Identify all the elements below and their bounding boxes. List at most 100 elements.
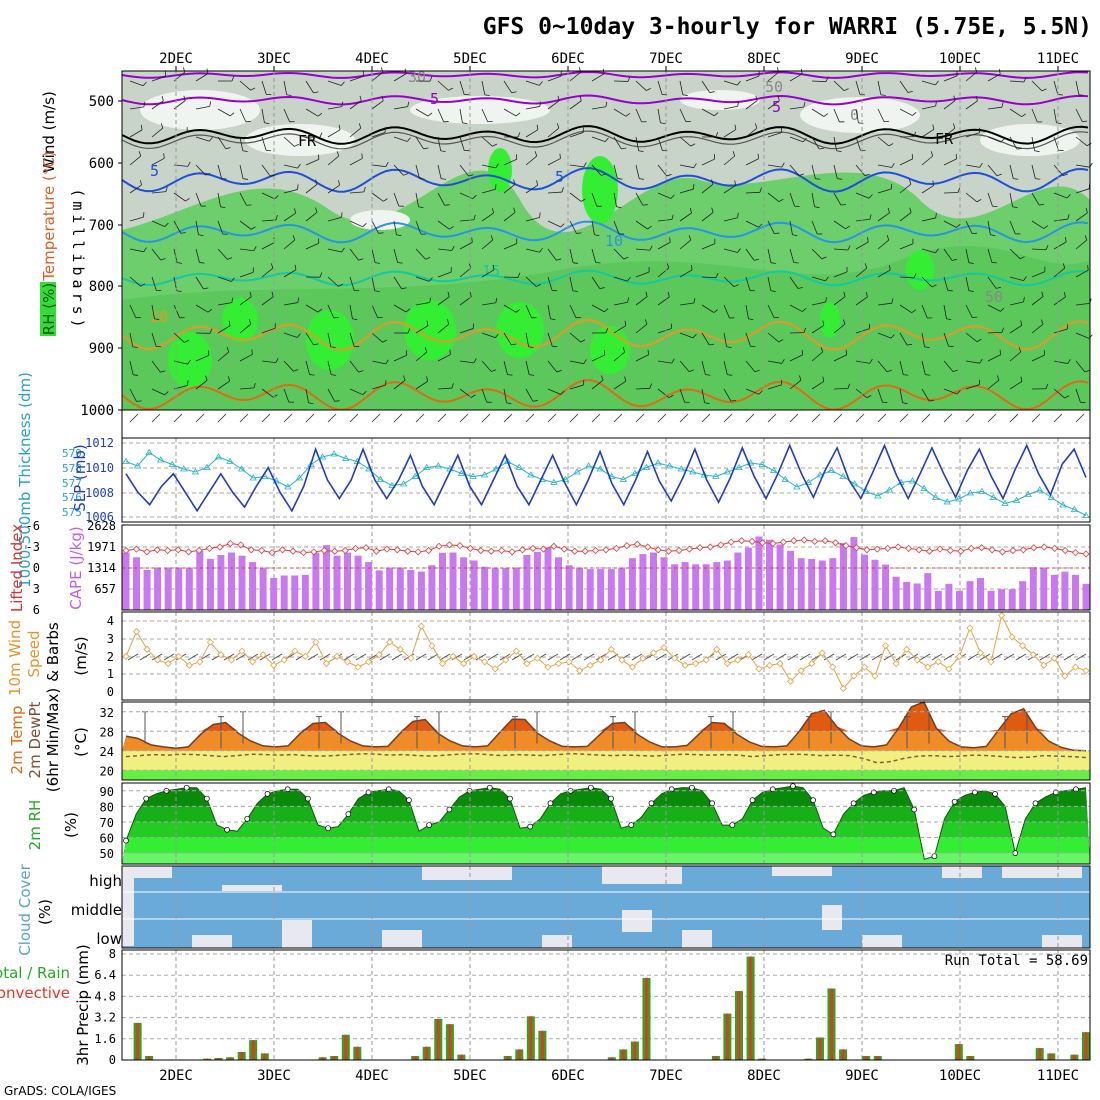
li-point bbox=[925, 547, 934, 555]
rh-point bbox=[224, 826, 230, 833]
wind10-point bbox=[681, 661, 689, 669]
thickness-point bbox=[203, 463, 211, 470]
li-point bbox=[790, 537, 798, 545]
li-point bbox=[758, 539, 767, 547]
li-point bbox=[362, 544, 370, 552]
cape-bar bbox=[839, 542, 847, 610]
wind10-barb bbox=[343, 653, 355, 661]
cape-bar bbox=[291, 575, 299, 610]
wind-barb bbox=[261, 360, 276, 364]
wind10-point bbox=[1008, 633, 1016, 641]
wind-barb-flag bbox=[932, 124, 935, 130]
wind-barb-flag bbox=[517, 272, 521, 278]
thickness-point bbox=[1070, 505, 1079, 512]
precip-convective-bar bbox=[841, 1049, 845, 1060]
cape-bar bbox=[143, 570, 151, 610]
wind-barb bbox=[899, 183, 912, 194]
wind10-point bbox=[365, 658, 373, 666]
rh-high-blob bbox=[820, 302, 840, 338]
wind-barb-flag bbox=[401, 287, 407, 290]
wind-barb bbox=[239, 192, 247, 206]
li-point bbox=[1009, 546, 1017, 555]
li-point bbox=[299, 549, 307, 557]
wind-barb bbox=[195, 164, 206, 176]
wind-barb-flag bbox=[161, 95, 164, 101]
wind-barb-flag bbox=[693, 298, 696, 304]
wind-barb-flag bbox=[797, 286, 803, 289]
li-point bbox=[539, 545, 547, 553]
surface-barb bbox=[657, 413, 667, 423]
rh-point bbox=[486, 784, 493, 791]
contour-10 bbox=[121, 220, 1089, 244]
rh-2m-labels: 2m RH (%) bbox=[26, 800, 80, 851]
wind-barb-flag bbox=[579, 95, 582, 101]
wind-barb bbox=[525, 80, 540, 86]
wind-barb-flag bbox=[956, 223, 961, 228]
wind-barb-flag bbox=[1000, 307, 1005, 312]
rh-point bbox=[143, 795, 150, 802]
wind-barb-flag bbox=[887, 207, 890, 214]
wind-barb bbox=[657, 241, 671, 250]
wind-barb bbox=[349, 276, 355, 291]
slp-frame bbox=[121, 437, 1091, 523]
wind10-point bbox=[375, 651, 383, 659]
rh-point bbox=[931, 853, 938, 860]
wind-barb bbox=[327, 216, 342, 222]
li-point bbox=[372, 547, 381, 555]
wind10-point bbox=[607, 645, 615, 653]
wind-barb-flag bbox=[847, 383, 851, 389]
cape-bar bbox=[628, 558, 636, 610]
date-label-top: 2DEC bbox=[159, 51, 193, 67]
wind-barb bbox=[151, 248, 161, 261]
rh-point bbox=[587, 784, 594, 791]
wind-barb bbox=[899, 332, 908, 346]
wind-barb bbox=[151, 76, 166, 82]
wind-barb-flag bbox=[660, 122, 666, 125]
wind-barb bbox=[723, 129, 737, 138]
wind-barb-flag bbox=[968, 290, 974, 292]
wind-barb-flag bbox=[550, 318, 556, 321]
wind-barb bbox=[591, 220, 595, 235]
thickness-point bbox=[839, 472, 847, 479]
wind-barb bbox=[327, 388, 336, 402]
wind-barb bbox=[305, 332, 314, 346]
wind-barb bbox=[723, 155, 735, 166]
wind-barb bbox=[415, 276, 430, 282]
li-point bbox=[957, 547, 965, 555]
wind-barb-flag bbox=[271, 291, 274, 297]
wind-barb-flag bbox=[925, 374, 931, 376]
wind-barb-flag bbox=[403, 375, 406, 381]
wind-barb bbox=[701, 243, 716, 250]
wind10-point bbox=[660, 643, 668, 652]
wind-barb-flag bbox=[711, 179, 714, 185]
wind10-point bbox=[1071, 663, 1080, 671]
wind-barb bbox=[261, 136, 267, 151]
thickness-point bbox=[908, 477, 917, 484]
date-label-bottom: 8DEC bbox=[747, 1068, 781, 1084]
wind-barb-flag bbox=[604, 137, 609, 142]
wind-barb bbox=[833, 248, 848, 251]
wind10-point bbox=[291, 647, 299, 655]
wind10-point bbox=[829, 663, 837, 671]
wind-barb bbox=[283, 108, 290, 122]
thickness-point bbox=[226, 457, 234, 464]
cape-bar bbox=[365, 562, 373, 610]
contour-minus10 bbox=[121, 70, 1089, 79]
wind-barb-flag bbox=[946, 318, 952, 321]
li-point bbox=[842, 542, 850, 550]
wind-barb-flag bbox=[726, 346, 732, 349]
wind-barb bbox=[327, 184, 340, 194]
wind-barb bbox=[283, 302, 298, 306]
cape-bar bbox=[702, 564, 710, 610]
precip-convective-bar bbox=[240, 1052, 244, 1060]
wind-barb bbox=[283, 164, 298, 169]
thickness-tick: 578 bbox=[62, 462, 82, 475]
li-point bbox=[518, 546, 527, 554]
wind-barb-flag bbox=[649, 383, 652, 389]
wind10-point bbox=[702, 656, 710, 664]
cape-bar bbox=[987, 590, 995, 610]
wind10-label-a: 10m Wind bbox=[6, 620, 24, 696]
wind-barb bbox=[767, 248, 772, 263]
wind-barb bbox=[767, 100, 780, 110]
